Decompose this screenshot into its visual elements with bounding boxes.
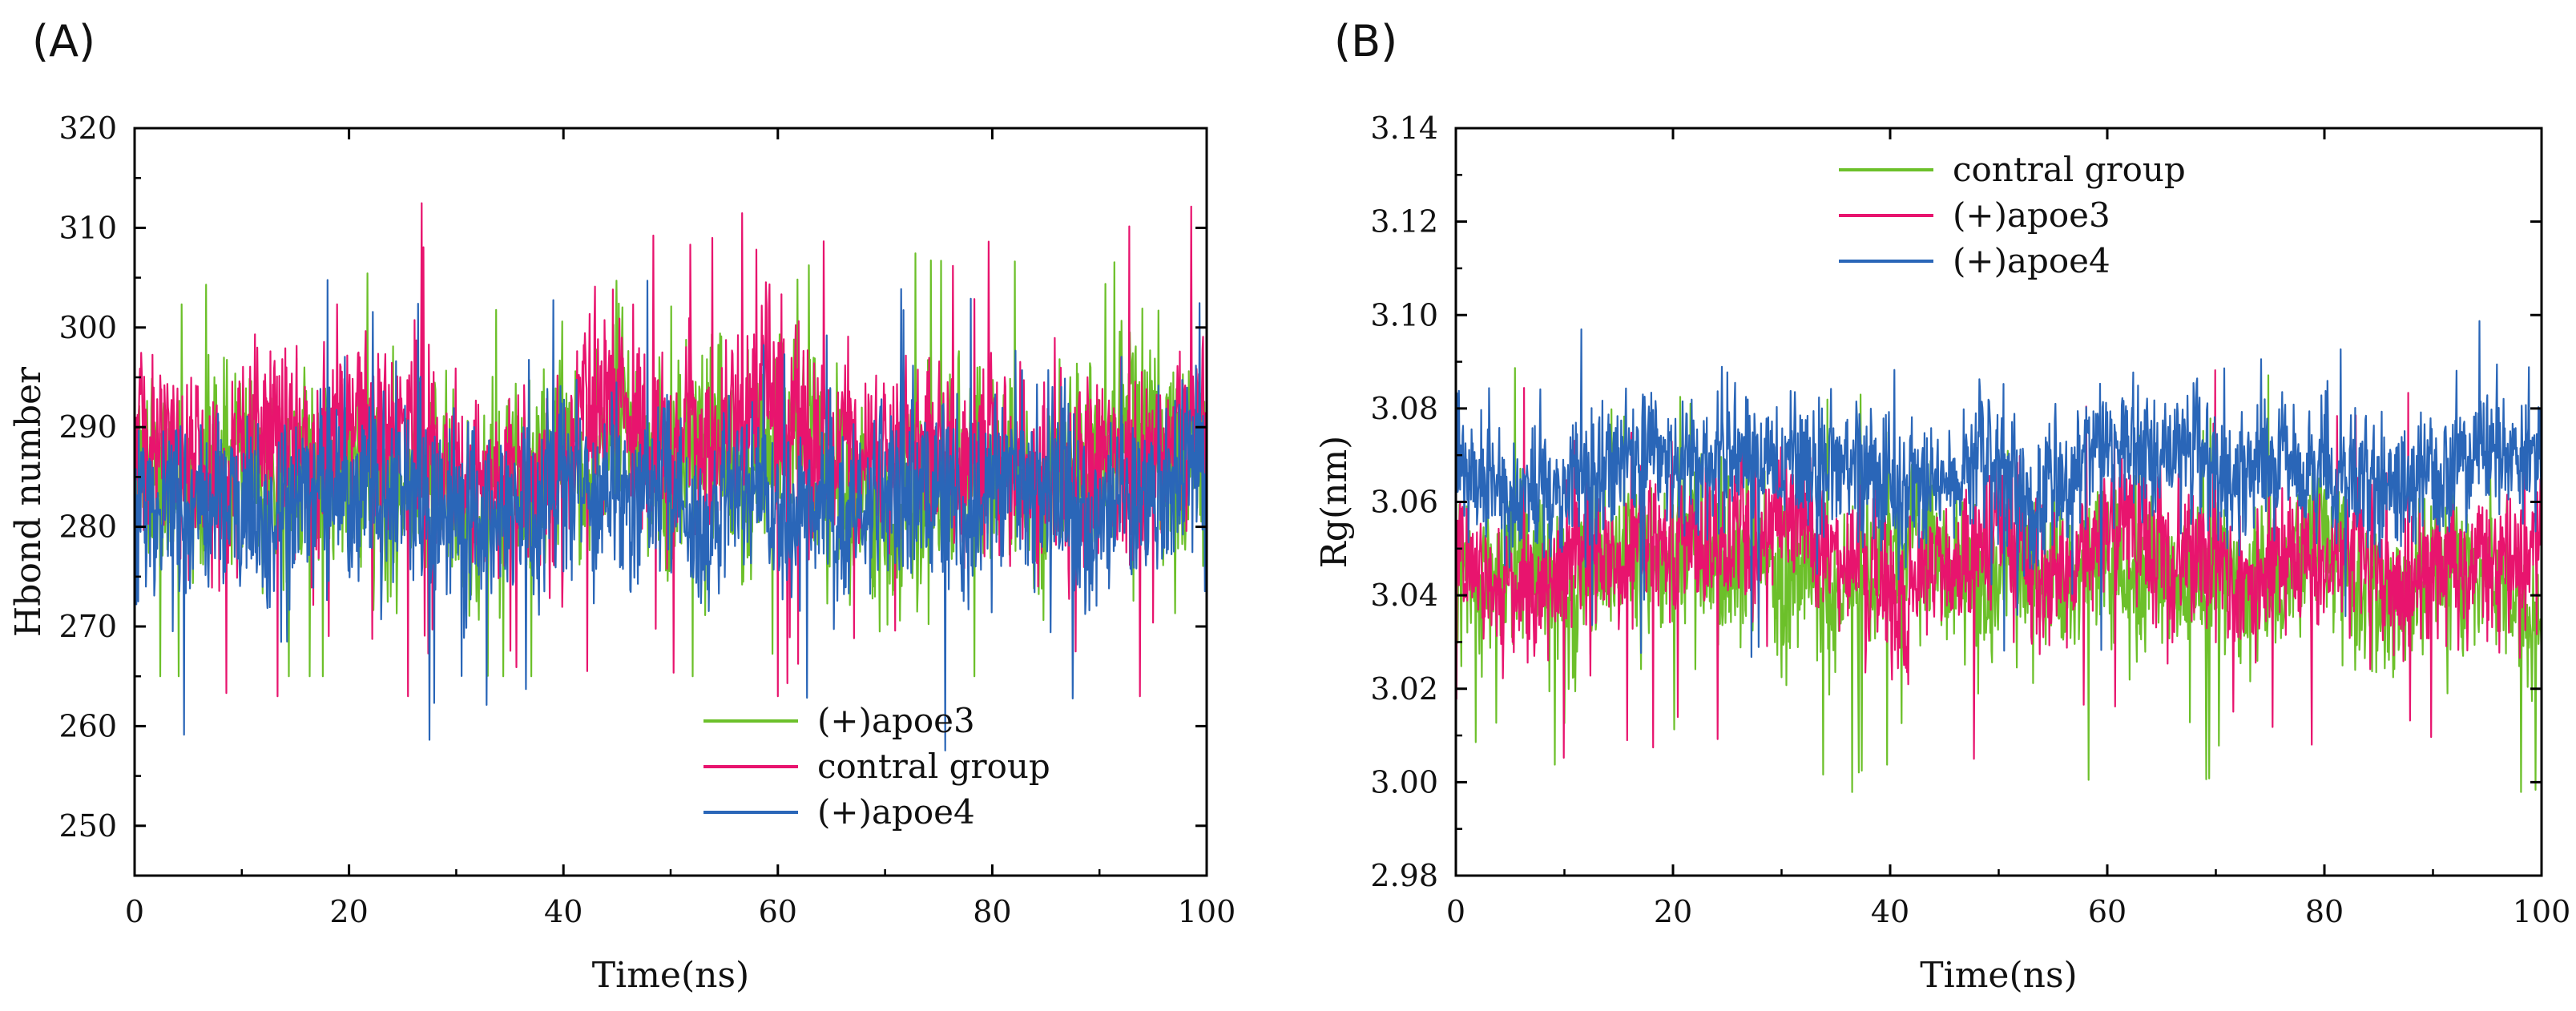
legend: (+)apoe3 contral group (+)apoe4 — [703, 701, 1050, 832]
chart-panel-b: (B) 0 20 40 60 80 100 2.98 3.00 3.02 3.04 3.06 3.08 3… — [1314, 16, 2570, 996]
y-tick-label: 2.98 — [1370, 858, 1438, 893]
x-tick-label: 0 — [1446, 894, 1465, 929]
y-tick-label: 300 — [58, 310, 117, 345]
x-tick-label: 40 — [544, 894, 583, 929]
y-tick-label: 250 — [58, 808, 117, 844]
y-tick-label: 3.14 — [1370, 111, 1438, 146]
x-tick-label: 80 — [2305, 894, 2344, 929]
legend: contral group (+)apoe3 (+)apoe4 — [1839, 150, 2186, 280]
x-axis-label: Time(ns) — [1920, 955, 2077, 996]
y-tick-label: 310 — [58, 210, 117, 245]
panel-label: (B) — [1334, 16, 1397, 66]
legend-label: (+)apoe3 — [1953, 195, 2110, 235]
x-tick-label: 60 — [759, 894, 797, 929]
x-tick-label: 100 — [2513, 894, 2571, 929]
legend-label: contral group — [1953, 150, 2186, 189]
y-axis-label: Rg(nm) — [1314, 436, 1355, 569]
y-axis-label: Hbond number — [8, 366, 49, 637]
legend-label: (+)apoe4 — [817, 792, 975, 832]
legend-label: (+)apoe3 — [817, 701, 975, 740]
legend-label: contral group — [817, 747, 1050, 786]
y-tick-label: 3.00 — [1370, 764, 1438, 800]
x-tick-label: 60 — [2088, 894, 2127, 929]
y-tick-label: 3.04 — [1370, 578, 1438, 613]
y-tick-label: 3.10 — [1370, 297, 1438, 332]
x-axis-label: Time(ns) — [592, 955, 749, 996]
series-line — [135, 279, 1207, 751]
y-tick-label: 3.06 — [1370, 485, 1438, 520]
y-tick-label: 3.12 — [1370, 204, 1438, 240]
x-tick-label: 80 — [973, 894, 1011, 929]
x-tick-label: 40 — [1871, 894, 1909, 929]
legend-label: (+)apoe4 — [1953, 241, 2110, 280]
x-tick-label: 20 — [1654, 894, 1692, 929]
panel-label: (A) — [32, 16, 95, 66]
y-tick-label: 270 — [58, 609, 117, 644]
y-tick-label: 3.08 — [1370, 391, 1438, 426]
x-tick-label: 20 — [329, 894, 368, 929]
y-tick-label: 260 — [58, 708, 117, 743]
chart-panel-a: (A) 0 20 40 60 80 100 250 260 270 280 290 300 310 320 T… — [8, 16, 1236, 996]
y-tick-label: 3.02 — [1370, 671, 1438, 707]
y-tick-label: 280 — [58, 510, 117, 545]
x-tick-label: 100 — [1178, 894, 1236, 929]
y-tick-label: 320 — [58, 111, 117, 146]
x-tick-label: 0 — [125, 894, 144, 929]
y-tick-label: 290 — [58, 409, 117, 445]
series-line — [1456, 320, 2542, 659]
